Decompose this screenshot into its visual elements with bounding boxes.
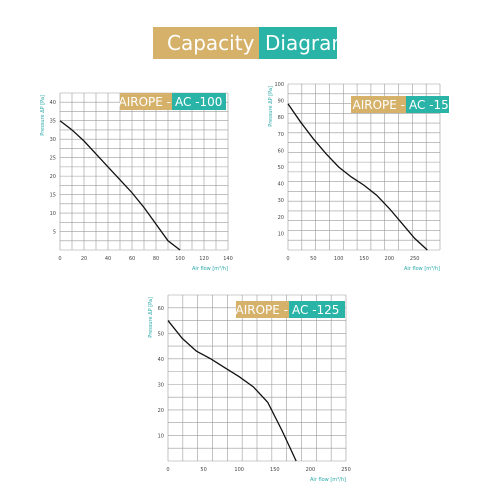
y-axis-label: Pressure ΔP [Pa] [268,86,274,127]
badge-model-bg [406,96,449,113]
x-tick-label: 140 [223,256,233,262]
x-tick-label: 120 [199,256,209,262]
badge-model-text: AC -100 [175,95,222,109]
badge-model-bg [172,93,226,110]
x-tick-label: 250 [410,256,420,262]
x-tick-label: 100 [175,256,185,262]
y-tick-label: 40 [278,182,284,188]
y-axis-label: Pressure ΔP [Pa] [148,297,154,338]
y-tick-label: 10 [158,433,164,439]
badge-brand-bg [120,93,172,110]
y-tick-label: 70 [278,132,284,138]
y-tick-label: 30 [158,382,164,388]
x-tick-label: 50 [310,256,316,262]
y-tick-label: 50 [158,331,164,337]
x-axis-label: Air flow [m³/h] [310,477,346,483]
y-tick-label: 90 [278,99,284,105]
y-tick-label: 50 [278,165,284,171]
pressure-curve [59,120,181,251]
y-tick-label: 30 [278,198,284,204]
badge-brand-text: AIROPE - [236,303,289,317]
x-tick-label: 80 [153,256,159,262]
y-tick-label: 60 [158,306,164,312]
badge-brand-bg [351,96,406,113]
x-tick-label: 200 [385,256,395,262]
badge-model-text: AC -150 [409,98,456,112]
y-tick-label: 30 [50,137,56,143]
pressure-curve [287,103,428,251]
x-tick-label: 200 [306,467,316,473]
badge-brand-text: AIROPE - [353,98,406,112]
y-tick-label: 20 [50,174,56,180]
x-tick-label: 100 [334,256,344,262]
badge-brand-text: AIROPE - [119,95,172,109]
x-tick-label: 150 [270,467,280,473]
capacity-diagram-header: Capacity Diagram [153,27,351,59]
y-tick-label: 80 [278,115,284,121]
y-tick-label: 35 [50,119,56,125]
y-tick-label: 5 [53,230,56,236]
badge-model-bg [289,301,345,318]
x-tick-label: 0 [286,256,289,262]
x-tick-label: 40 [105,256,111,262]
y-tick-label: 100 [274,82,284,88]
x-tick-label: 0 [166,467,169,473]
x-axis-label: Air flow [m³/h] [192,266,228,272]
x-tick-label: 100 [234,467,244,473]
x-tick-label: 250 [341,467,351,473]
y-tick-label: 10 [50,211,56,217]
x-tick-label: 0 [58,256,61,262]
y-tick-label: 15 [50,193,56,199]
header-word-diagram: Diagram [259,27,351,59]
x-tick-label: 50 [200,467,206,473]
y-tick-label: 40 [158,357,164,363]
x-tick-label: 20 [81,256,87,262]
x-tick-label: 150 [359,256,369,262]
header-word-capacity: Capacity [153,27,259,59]
y-tick-label: 10 [278,231,284,237]
x-axis-label: Air flow [m³/h] [404,266,440,272]
y-tick-label: 60 [278,148,284,154]
y-tick-label: 20 [278,215,284,221]
x-tick-label: 60 [129,256,135,262]
y-tick-label: 25 [50,156,56,162]
badge-model-text: AC -125 [292,303,339,317]
y-tick-label: 20 [158,408,164,414]
y-tick-label: 40 [50,100,56,106]
pressure-curve [167,320,297,462]
badge-brand-bg [236,301,289,318]
y-axis-label: Pressure ΔP [Pa] [40,95,46,136]
